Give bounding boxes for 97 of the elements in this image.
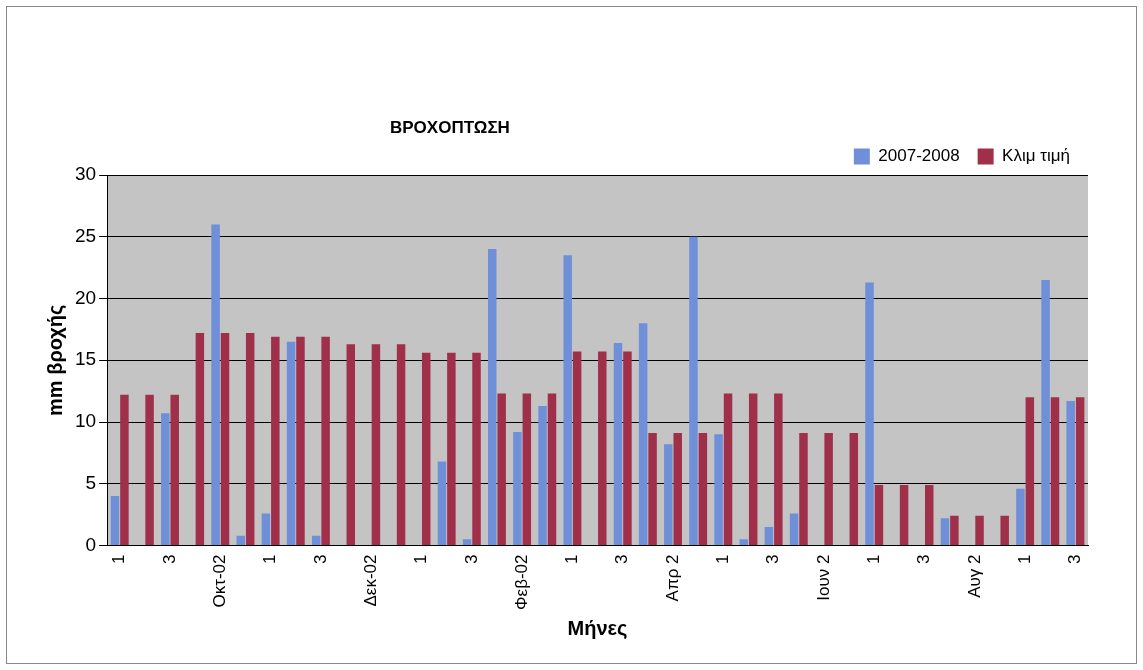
bar — [462, 539, 472, 546]
bar — [623, 351, 632, 546]
x-tick-label: 3 — [461, 554, 481, 564]
bar — [421, 352, 431, 546]
bar — [236, 535, 245, 546]
bar — [673, 433, 682, 546]
x-tick-label: Ιουν 2 — [813, 554, 833, 601]
bar — [865, 282, 874, 546]
y-tick-label: 20 — [74, 286, 97, 308]
bar — [472, 352, 481, 546]
bar — [849, 433, 859, 546]
bar — [1075, 397, 1085, 546]
x-tick-label: 1 — [260, 554, 280, 564]
y-tick-label: 10 — [74, 410, 97, 432]
bar — [1066, 401, 1075, 546]
bar — [799, 433, 808, 546]
bar — [598, 351, 607, 546]
bar — [714, 434, 723, 546]
x-tick-label: 1 — [109, 554, 129, 564]
x-tick-label: Αυγ 2 — [964, 554, 984, 598]
bar — [664, 444, 673, 546]
x-tick-label: Οκτ-02 — [210, 554, 229, 608]
bar — [488, 249, 497, 546]
x-tick-label: Απρ 2 — [662, 554, 682, 602]
legend-label: Κλιμ τιμή — [1002, 146, 1071, 166]
bar — [296, 336, 305, 546]
bar — [563, 255, 572, 546]
bar — [613, 342, 623, 546]
bar — [899, 484, 909, 546]
bar — [874, 484, 884, 546]
bar — [396, 344, 406, 546]
x-axis-title: Μήνες — [567, 616, 628, 639]
x-tick-label: Φεβ-02 — [511, 554, 531, 611]
y-axis-title: mm βροχής — [43, 304, 66, 416]
bar — [437, 461, 447, 546]
bar — [286, 341, 296, 546]
bar — [739, 539, 748, 546]
chart-title: ΒΡΟΧΟΠΤΩΣΗ — [390, 118, 510, 138]
bar — [245, 333, 255, 546]
bar — [723, 393, 733, 546]
bar — [261, 513, 271, 546]
bar — [1016, 488, 1025, 546]
bar — [638, 323, 648, 546]
x-tick-label: 1 — [411, 554, 431, 564]
bar — [572, 351, 582, 546]
bar — [110, 496, 120, 546]
bar — [120, 394, 129, 546]
bar — [220, 333, 230, 546]
bar — [648, 433, 657, 546]
y-tick-label: 30 — [74, 163, 97, 185]
bar — [547, 393, 557, 546]
bar — [940, 518, 950, 546]
bar — [924, 484, 934, 546]
bar — [774, 393, 783, 546]
bar — [1000, 515, 1009, 546]
x-tick-label: Δεκ-02 — [360, 554, 380, 607]
bar — [161, 413, 170, 546]
y-tick-label: 15 — [74, 348, 97, 370]
bar — [950, 515, 959, 546]
bar — [211, 224, 220, 546]
bar — [311, 535, 321, 546]
bar — [975, 515, 984, 546]
bar — [497, 393, 506, 546]
bar — [1025, 397, 1035, 546]
bar — [764, 526, 774, 546]
x-tick-label: 3 — [763, 554, 783, 564]
y-tick-label: 5 — [85, 471, 97, 493]
bar — [538, 405, 547, 546]
bar — [1050, 397, 1060, 546]
x-tick-label: 3 — [310, 554, 330, 564]
bar — [447, 352, 456, 546]
bar — [1041, 279, 1050, 546]
bar — [513, 431, 522, 546]
bar — [346, 344, 356, 546]
x-tick-label: 3 — [159, 554, 179, 564]
x-tick-label: 1 — [863, 554, 883, 564]
bar — [170, 394, 179, 546]
bar — [824, 433, 833, 546]
bar — [321, 336, 330, 546]
legend-label: 2007-2008 — [878, 146, 960, 166]
x-tick-label: 1 — [562, 554, 582, 564]
bar — [195, 333, 205, 546]
x-tick-label: 1 — [713, 554, 733, 564]
bar — [145, 394, 154, 546]
bar — [522, 393, 532, 546]
bar — [689, 236, 698, 546]
bar — [371, 344, 381, 546]
bar — [271, 336, 280, 546]
x-tick-label: 3 — [914, 554, 934, 564]
y-tick-label: 25 — [74, 224, 97, 246]
y-tick-label: 0 — [85, 533, 97, 555]
bar — [789, 513, 799, 546]
x-tick-label: 1 — [1014, 554, 1034, 564]
bar — [748, 393, 758, 546]
x-tick-label: 3 — [612, 554, 632, 564]
bar — [698, 433, 708, 546]
x-tick-label: 3 — [1065, 554, 1085, 564]
